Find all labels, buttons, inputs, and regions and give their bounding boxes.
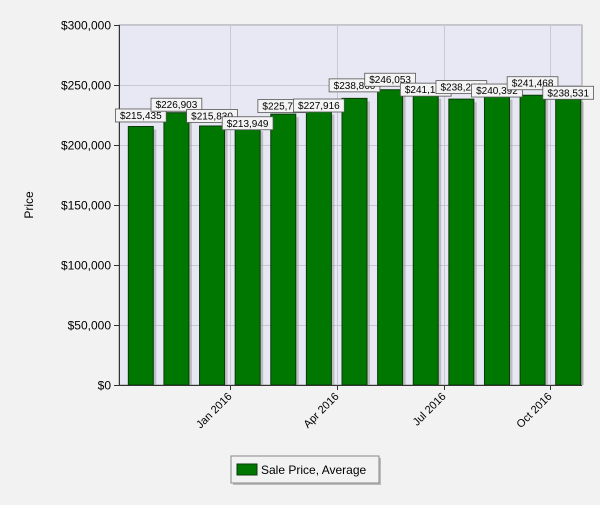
bar	[305, 111, 332, 386]
x-tick-label: Jan 2016	[194, 391, 234, 431]
legend-label: Sale Price, Average	[261, 463, 367, 477]
y-tick-label: $0	[98, 379, 112, 393]
data-label-text: $240,392	[476, 86, 518, 97]
data-label-text: $213,949	[227, 119, 269, 130]
y-tick-label: $50,000	[68, 319, 112, 333]
data-label-text: $227,916	[298, 101, 340, 112]
data-label-text: $215,830	[191, 112, 233, 123]
bar	[163, 112, 190, 386]
data-label: $213,949	[221, 116, 274, 131]
bar	[127, 125, 154, 386]
bar	[234, 127, 261, 386]
data-label: $238,531	[542, 85, 594, 100]
data-label: $226,903	[150, 97, 203, 112]
y-tick-label: $100,000	[61, 259, 111, 273]
data-label: $227,916	[293, 98, 345, 113]
data-label-box	[221, 116, 274, 131]
bar	[377, 89, 404, 386]
bar	[519, 94, 546, 386]
data-label-box	[115, 108, 167, 123]
bar	[341, 97, 368, 386]
y-tick-label: $300,000	[61, 19, 111, 33]
data-label-box	[542, 85, 594, 100]
x-tick-label: Jul 2016	[411, 391, 449, 429]
bar	[270, 113, 297, 386]
x-tick-label: Oct 2016	[515, 391, 555, 431]
data-labels: $215,435$226,903$215,830$213,949 $225,734…	[115, 72, 594, 131]
bar	[483, 96, 510, 386]
x-tick-label: Apr 2016	[302, 391, 342, 431]
bar-series	[127, 89, 584, 386]
y-tick-label: $200,000	[61, 139, 111, 153]
data-label-text: $238,860	[334, 81, 376, 92]
data-label-text: $238,531	[547, 88, 589, 99]
bar	[448, 98, 475, 386]
bar	[412, 95, 439, 386]
y-axis-title: Price	[22, 191, 36, 219]
legend: Sale Price, Average	[230, 455, 381, 485]
y-tick-label: $150,000	[61, 199, 111, 213]
data-label-box	[150, 97, 203, 112]
data-label-text: $215,435	[120, 111, 162, 122]
data-label-text: $246,053	[369, 75, 411, 86]
data-label-text: $226,903	[156, 100, 198, 111]
bar	[199, 125, 226, 386]
legend-swatch	[236, 463, 258, 476]
bar	[555, 98, 582, 386]
data-label: $215,435	[115, 108, 167, 123]
data-label-text: $238,240	[440, 83, 482, 94]
data-label-text: $241,135	[405, 85, 447, 96]
y-tick-label: $250,000	[61, 79, 111, 93]
y-tick-labels: $0 $50,000 $100,000 $150,000 $200,000 $250,00…	[61, 19, 111, 393]
data-label-text: $225,734	[262, 102, 304, 113]
data-label-text: $241,468	[512, 79, 554, 90]
data-label-box	[293, 98, 345, 113]
